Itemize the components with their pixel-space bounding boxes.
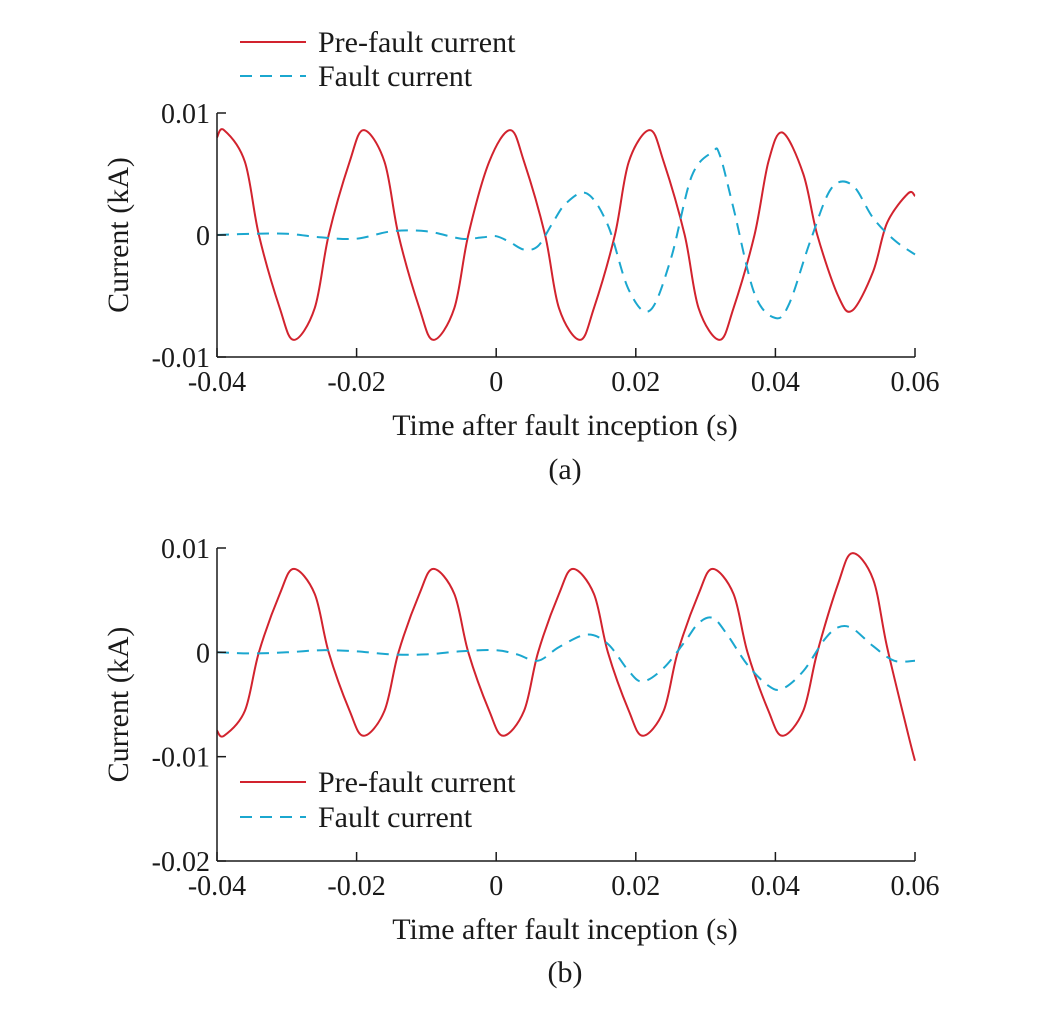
legend-label: Fault current <box>318 801 473 834</box>
x-tick-label: 0.06 <box>891 367 940 398</box>
x-tick-label: -0.02 <box>327 367 385 398</box>
panel-label: (a) <box>548 453 581 486</box>
pre-fault-current-line <box>216 552 916 762</box>
x-tick-label: 0.04 <box>751 871 800 902</box>
x-tick-label: 0.06 <box>891 871 940 902</box>
y-tick-label: 0.01 <box>161 534 210 565</box>
x-tick-label: 0 <box>489 367 503 398</box>
x-axis-title: Time after fault inception (s) <box>392 913 737 946</box>
y-tick-label: -0.02 <box>152 847 210 878</box>
y-tick-label: 0 <box>196 221 210 252</box>
legend-label: Pre-fault current <box>318 766 516 799</box>
x-tick-label: -0.04 <box>188 367 246 398</box>
legend-label: Fault current <box>318 60 473 93</box>
legend-label: Pre-fault current <box>318 26 516 59</box>
y-tick-label: -0.01 <box>152 743 210 774</box>
panel-label: (b) <box>548 956 583 989</box>
y-tick-label: 0 <box>196 638 210 669</box>
x-tick-label: 0.04 <box>751 367 800 398</box>
y-axis-title: Current (kA) <box>102 157 135 313</box>
y-tick-label: 0.01 <box>161 99 210 130</box>
x-tick-label: 0.02 <box>611 871 660 902</box>
pre-fault-current-line <box>216 128 916 341</box>
x-tick-label: 0.02 <box>611 367 660 398</box>
fault-current-line <box>216 147 916 320</box>
chart-panel-b: -0.04 -0.02 0 0.02 0.04 0.060.010-0.01-0.02Ti… <box>102 534 940 989</box>
x-tick-label: -0.02 <box>327 871 385 902</box>
chart-panel-a: -0.04 -0.02 0 0.02 0.04 0.06 0.01 0 -0.01 Time af… <box>102 26 940 486</box>
x-tick-label: -0.04 <box>188 871 246 902</box>
fault-current-line <box>216 616 916 691</box>
y-tick-label: -0.01 <box>152 343 210 374</box>
x-tick-label: 0 <box>489 871 503 902</box>
x-axis-title: Time after fault inception (s) <box>392 409 737 442</box>
y-axis-title: Current (kA) <box>102 627 135 783</box>
